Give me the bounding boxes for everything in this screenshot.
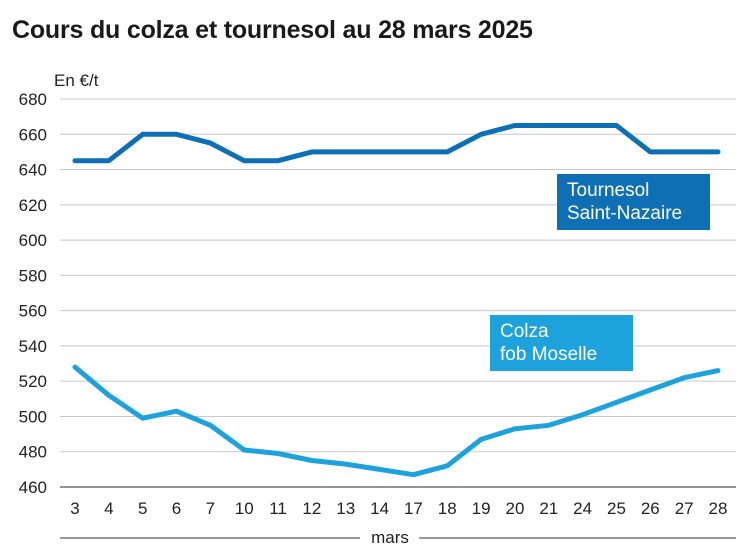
x-tick-label: 10	[235, 499, 254, 518]
grid-lines	[60, 98, 736, 488]
x-tick-label: 24	[573, 499, 592, 518]
x-tick-label: 12	[302, 499, 321, 518]
x-tick-label: 13	[336, 499, 355, 518]
x-tick-label: 26	[641, 499, 660, 518]
x-tick-label: 11	[269, 499, 287, 518]
y-tick-label: 480	[19, 443, 47, 462]
x-tick-label: 27	[675, 499, 694, 518]
series-label-colza: Colza fob Moselle	[490, 315, 633, 371]
x-tick-label: 4	[104, 499, 113, 518]
y-tick-label: 520	[19, 372, 47, 391]
y-axis-unit-label: En €/t	[54, 71, 99, 90]
y-tick-label: 540	[19, 337, 47, 356]
x-tick-label: 19	[472, 499, 491, 518]
x-tick-label: 6	[172, 499, 181, 518]
x-tick-label: 5	[138, 499, 147, 518]
x-tick-label: 3	[70, 499, 79, 518]
x-tick-label: 7	[206, 499, 215, 518]
y-tick-label: 620	[19, 196, 47, 215]
x-tick-label: 18	[438, 499, 457, 518]
series-line-0	[72, 123, 721, 164]
x-tick-label: 21	[539, 499, 558, 518]
x-axis-ticks: 3 4 5 6 7 10 11 12 13 14 17 18 19 20 21 24 25 26 27 28	[70, 499, 727, 518]
y-tick-label: 560	[19, 302, 47, 321]
x-axis-title: mars	[371, 528, 409, 547]
y-tick-label: 500	[19, 407, 47, 426]
y-axis-ticks: 460 480 500 520 540 560 580 600 620 640 660 680	[19, 90, 47, 497]
chart-title: Cours du colza et tournesol au 28 mars 2…	[12, 16, 533, 44]
series-line-1	[72, 364, 721, 478]
y-tick-label: 460	[19, 478, 47, 497]
series-label-tournesol: Tournesol Saint-Nazaire	[557, 174, 710, 230]
series-lines	[72, 123, 721, 478]
x-tick-label: 20	[505, 499, 524, 518]
x-tick-label: 14	[370, 499, 389, 518]
x-tick-label: 17	[404, 499, 423, 518]
x-axis-title-group: mars	[60, 528, 736, 547]
y-tick-label: 640	[19, 161, 47, 180]
y-tick-label: 660	[19, 125, 47, 144]
x-tick-label: 28	[709, 499, 728, 518]
y-tick-label: 600	[19, 231, 47, 250]
y-tick-label: 680	[19, 90, 47, 109]
x-tick-label: 25	[607, 499, 626, 518]
y-tick-label: 580	[19, 266, 47, 285]
